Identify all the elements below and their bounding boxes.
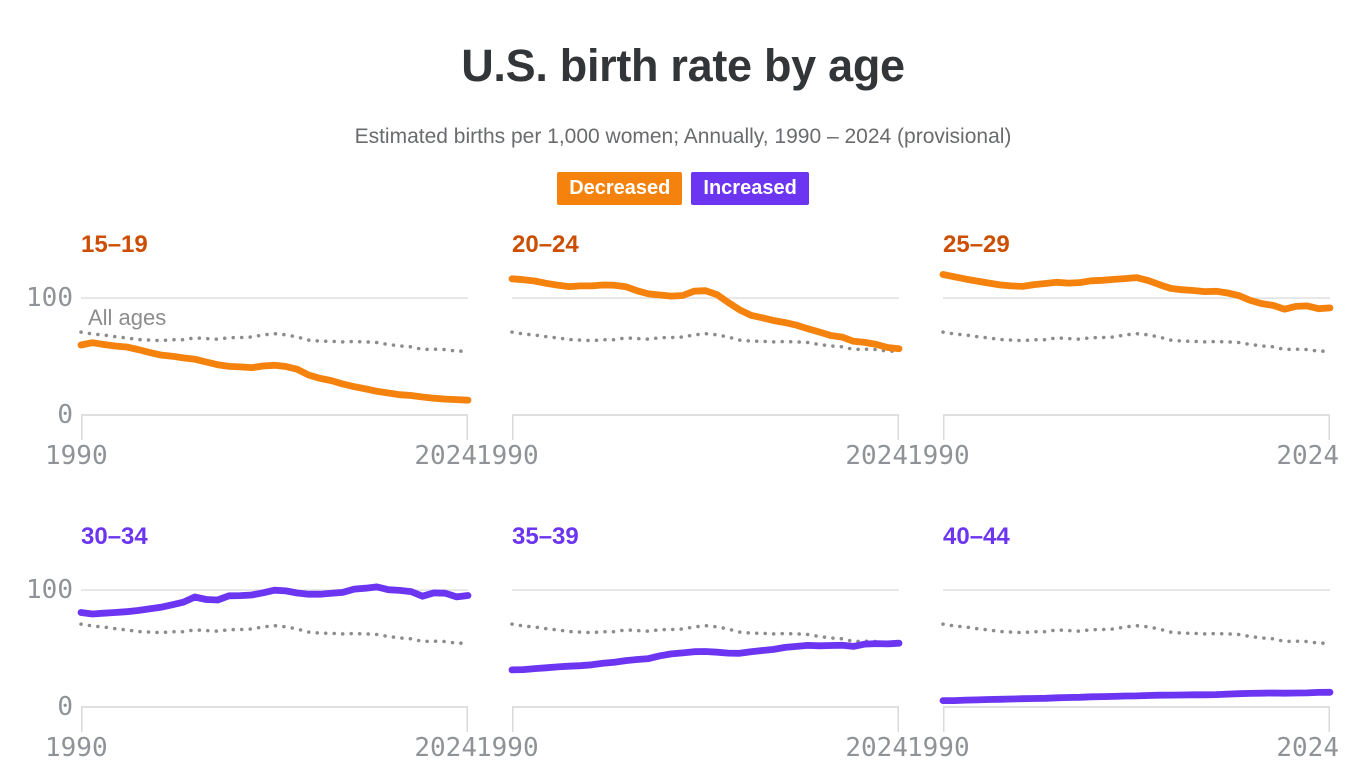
x-tick-label-2024: 2024 <box>1276 733 1339 763</box>
x-tick-label-1990: 1990 <box>476 733 539 763</box>
x-tick-label-2024: 2024 <box>845 733 908 763</box>
all-ages-label: All ages <box>88 305 167 330</box>
chart-svg-25-29 <box>939 271 1334 440</box>
series-line-25-29 <box>939 271 1334 313</box>
series-line-30-34 <box>77 583 472 618</box>
y-tick-label-100: 100 <box>26 283 73 314</box>
panel-30-34: 30–34 100 0 1990 2024 <box>26 523 477 762</box>
x-tick-label-1990: 1990 <box>476 441 539 471</box>
y-tick-label-100: 100 <box>26 575 73 606</box>
plot-35-39 <box>508 555 903 732</box>
x-tick-label-2024: 2024 <box>414 733 477 763</box>
all-ages-dotted-line <box>79 622 470 646</box>
page-title: U.S. birth rate by age <box>461 40 905 91</box>
y-tick-label-0: 0 <box>57 400 73 430</box>
series-line-20-24 <box>508 275 903 353</box>
all-ages-dotted-line <box>510 330 901 354</box>
series-line-15-19 <box>77 339 472 404</box>
all-ages-dotted-line <box>941 330 1332 354</box>
series-line-40-44 <box>939 688 1334 704</box>
x-axis-20-24: 1990 2024 <box>476 443 908 469</box>
panel-title-25-29: 25–29 <box>943 231 1010 258</box>
x-axis-35-39: 1990 2024 <box>476 735 908 761</box>
chart-svg-20-24 <box>508 275 903 440</box>
page-subtitle: Estimated births per 1,000 women; Annual… <box>354 125 1012 148</box>
legend: Decreased Increased <box>0 172 1366 205</box>
x-axis-25-29: 1990 2024 <box>907 443 1339 469</box>
all-ages-dotted-line <box>79 330 470 354</box>
x-tick-label-1990: 1990 <box>907 733 970 763</box>
x-tick-label-2024: 2024 <box>1276 441 1339 471</box>
y-tick-label-0: 0 <box>57 692 73 722</box>
panel-40-44: 40–44 1990 2024 <box>907 523 1339 762</box>
plot-15-19: 100 0 All ages <box>26 263 472 440</box>
panel-title-30-34: 30–34 <box>81 523 148 550</box>
x-tick-label-1990: 1990 <box>45 733 108 763</box>
panel-25-29: 25–29 1990 2024 <box>907 231 1339 470</box>
panel-20-24: 20–24 1990 2024 <box>476 231 908 470</box>
chart-svg-30-34 <box>77 583 472 732</box>
chart-svg-15-19 <box>77 297 472 440</box>
chart-svg-40-44 <box>939 589 1334 732</box>
x-tick-label-2024: 2024 <box>845 441 908 471</box>
x-axis-15-19: 1990 2024 <box>45 443 477 469</box>
plot-30-34: 100 0 <box>26 555 472 732</box>
x-axis-30-34: 1990 2024 <box>45 735 477 761</box>
panel-title-40-44: 40–44 <box>943 523 1010 550</box>
plot-40-44 <box>939 555 1334 732</box>
panel-title-35-39: 35–39 <box>512 523 579 550</box>
small-multiples-grid: 15–19 100 0 All ages 1990 2024 20–24 1990 2024 25… <box>0 231 1366 762</box>
panel-15-19: 15–19 100 0 All ages 1990 2024 <box>26 231 477 470</box>
x-tick-label-2024: 2024 <box>414 441 477 471</box>
x-tick-label-1990: 1990 <box>45 441 108 471</box>
series-line-35-39 <box>508 639 903 674</box>
legend-pill-decreased: Decreased <box>557 172 683 205</box>
panel-35-39: 35–39 1990 2024 <box>476 523 908 762</box>
panel-title-15-19: 15–19 <box>81 231 148 258</box>
all-ages-dotted-line <box>510 622 901 646</box>
plot-25-29 <box>939 263 1334 440</box>
x-tick-label-1990: 1990 <box>907 441 970 471</box>
chart-svg-35-39 <box>508 589 903 732</box>
legend-pill-increased: Increased <box>691 172 809 205</box>
x-axis-40-44: 1990 2024 <box>907 735 1339 761</box>
panel-title-20-24: 20–24 <box>512 231 579 258</box>
all-ages-dotted-line <box>941 622 1332 646</box>
plot-20-24 <box>508 263 903 440</box>
